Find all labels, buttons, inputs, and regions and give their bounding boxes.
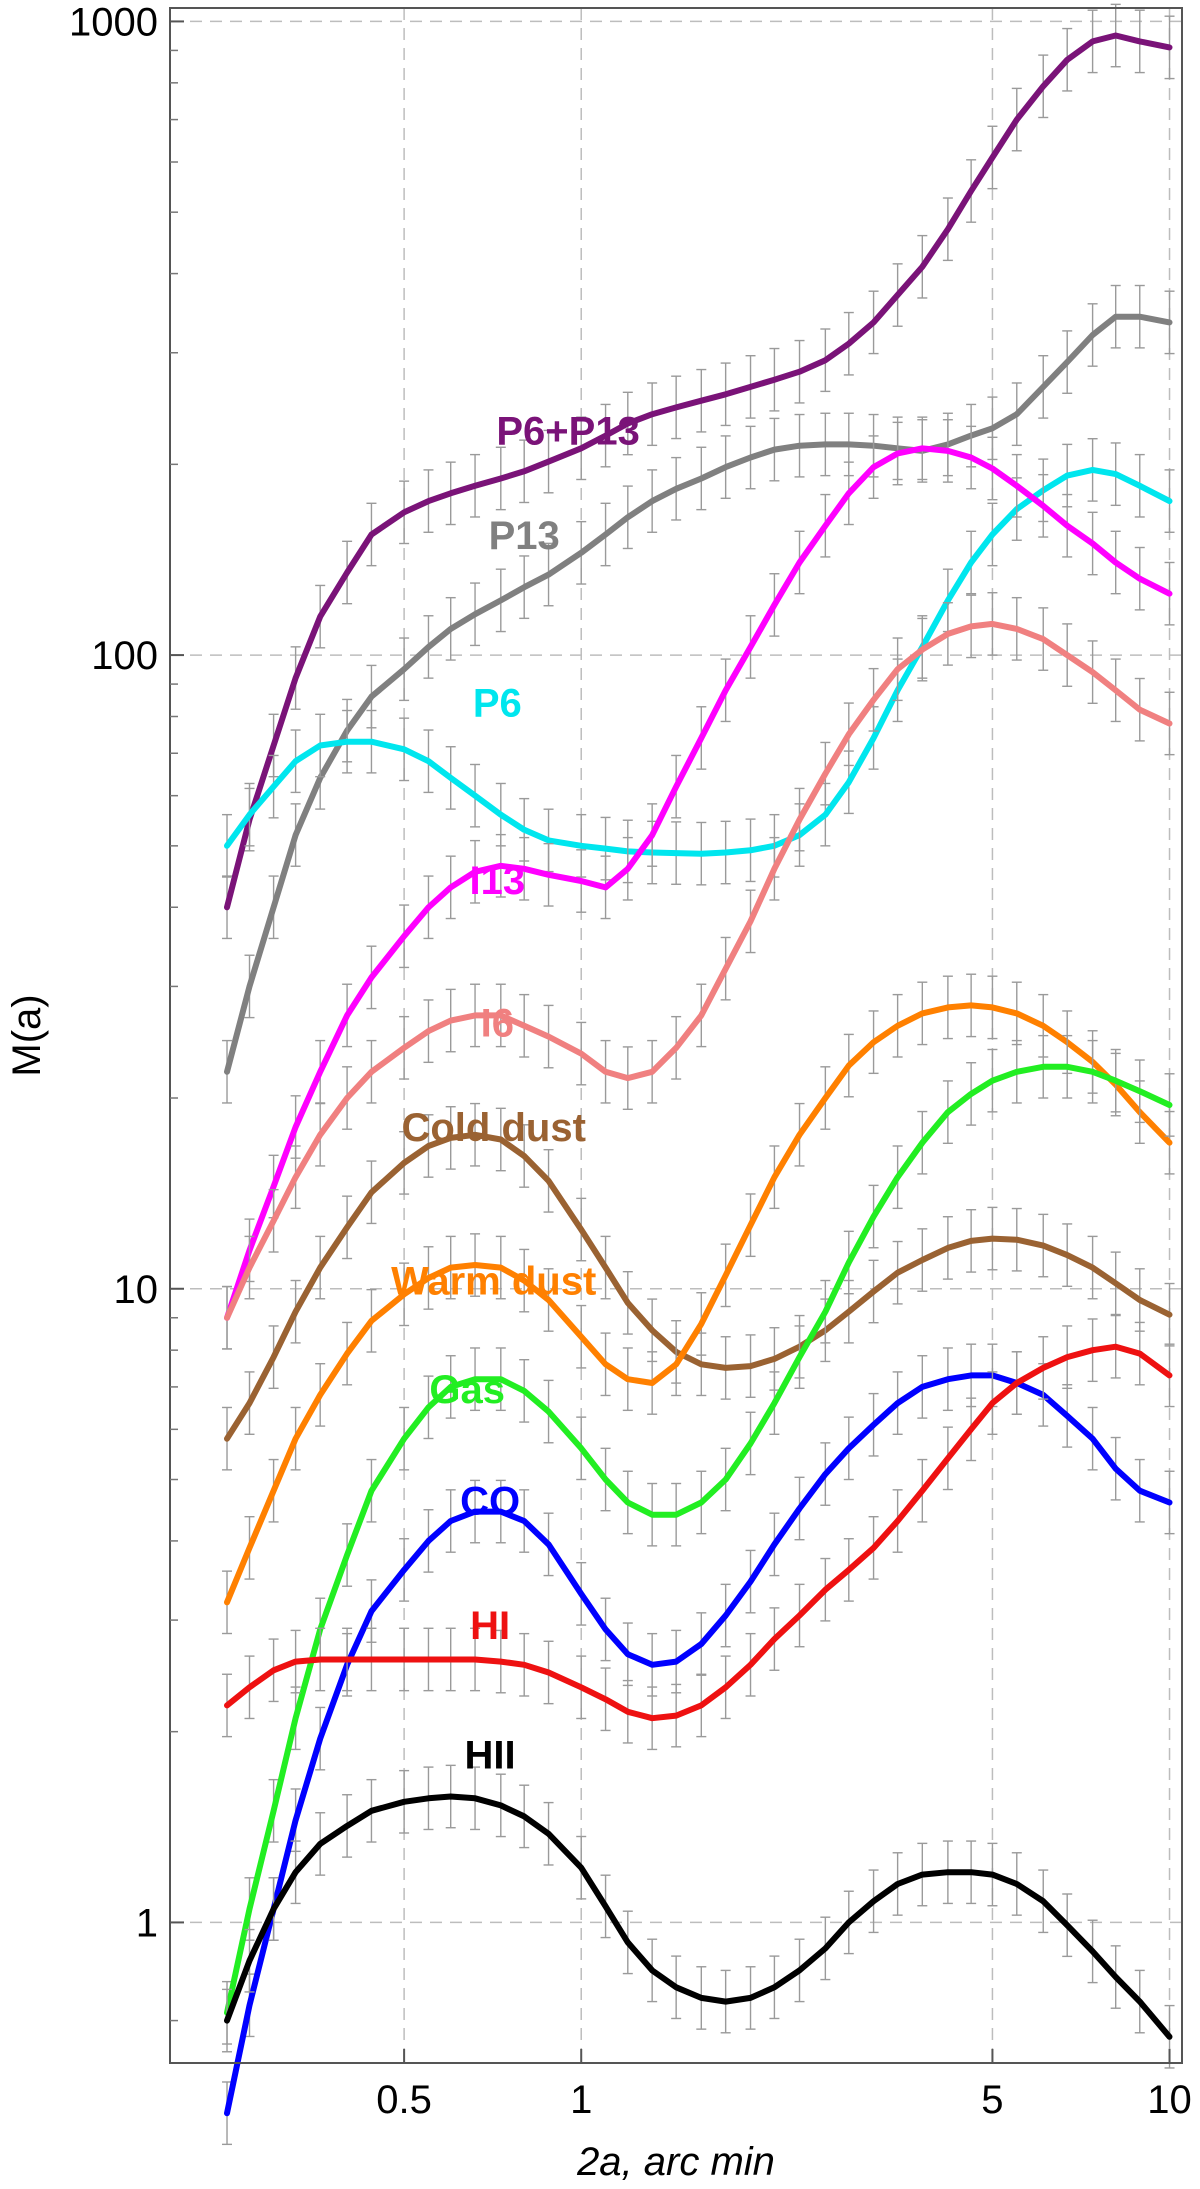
series-label: Warm dust — [391, 1259, 596, 1303]
series-line — [224, 466, 1173, 857]
series-line — [224, 445, 1173, 1321]
series-label: I13 — [469, 859, 525, 903]
x-tick-label: 0.5 — [376, 2078, 432, 2122]
y-tick-label: 10 — [114, 1268, 159, 1312]
series-line — [224, 1002, 1173, 1606]
x-axis-title: 2a, arc min — [576, 2140, 775, 2184]
series-co — [222, 1343, 1175, 2146]
series-label: HI — [470, 1604, 510, 1648]
y-tick-label: 1 — [136, 1901, 158, 1945]
series-label: P6+P13 — [496, 409, 639, 453]
series-line — [224, 32, 1173, 911]
series-label: P13 — [489, 514, 560, 558]
series-line — [224, 1063, 1173, 2016]
series-gas — [222, 1034, 1175, 2045]
series-label: Gas — [429, 1368, 505, 1412]
y-tick-label: 1000 — [69, 0, 158, 44]
series-cold-dust — [222, 1102, 1175, 1471]
series-line — [224, 313, 1173, 1075]
series-label: P6 — [473, 682, 522, 726]
series-hi — [222, 1314, 1175, 1751]
series-label: I6 — [481, 1002, 514, 1046]
series-i6 — [222, 592, 1175, 1350]
x-tick-label: 1 — [570, 2078, 592, 2122]
series-line — [224, 1793, 1173, 2040]
series-label: Cold dust — [401, 1106, 585, 1150]
series-label: CO — [460, 1480, 520, 1524]
series-p6-p13 — [222, 3, 1175, 940]
series-lines — [222, 3, 1175, 2146]
series-labels: P6+P13 P13 P6 I13 I6 Cold dust Warm dust Gas CO H… — [391, 409, 640, 1777]
axis-ticks: 0.5 1 5 10 1 10 100 1000 — [69, 0, 1192, 2122]
series-line — [224, 1343, 1173, 1722]
series-label: HII — [465, 1733, 516, 1777]
series-line — [224, 1372, 1173, 2117]
x-tick-label: 5 — [981, 2078, 1003, 2122]
y-tick-label: 100 — [91, 634, 158, 678]
x-tick-label: 10 — [1147, 2078, 1192, 2122]
y-axis-title: M(a) — [5, 994, 49, 1076]
series-line — [224, 1131, 1173, 1442]
plot-frame — [169, 7, 1183, 2064]
series-hii — [222, 1764, 1175, 2069]
series-i13 — [222, 416, 1175, 1350]
series-line — [224, 620, 1173, 1321]
